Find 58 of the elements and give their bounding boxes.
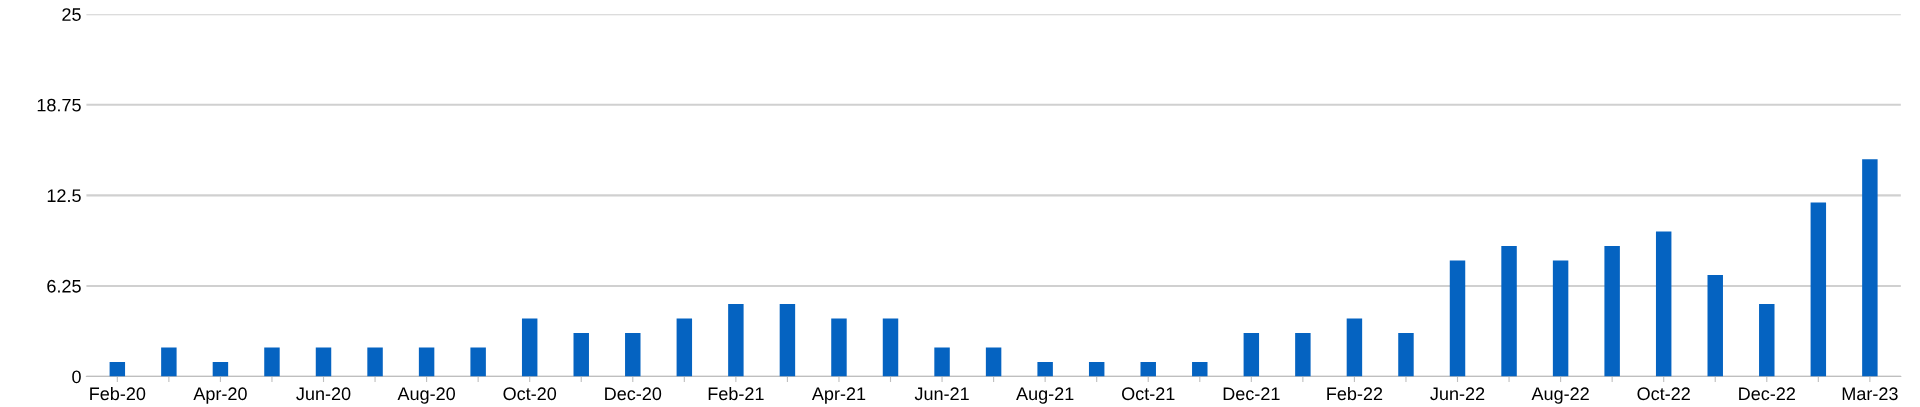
y-tick-label: 25: [62, 8, 81, 21]
bar: [934, 347, 950, 377]
bar: [779, 304, 796, 377]
bar: [1759, 304, 1775, 377]
bar: [264, 347, 280, 377]
x-tick-label: Jun-21: [914, 387, 969, 401]
x-tick-label: Aug-21: [1016, 387, 1074, 404]
bar: [1088, 361, 1105, 377]
bar: [1295, 333, 1311, 377]
bar: [1346, 318, 1363, 377]
y-tick-label: 12.5: [47, 189, 81, 203]
x-tick-label: Apr-20: [193, 387, 247, 404]
bar: [1398, 333, 1414, 377]
bar: [573, 333, 589, 377]
bar: [521, 318, 538, 377]
bar: [1037, 361, 1053, 377]
x-tick-label: Oct-22: [1637, 387, 1690, 401]
x-tick-label: Aug-22: [1531, 387, 1589, 404]
bar: [1501, 246, 1517, 377]
x-tick-label: Aug-20: [397, 387, 456, 404]
bar: [470, 347, 486, 377]
x-tick-label: Dec-22: [1739, 387, 1795, 401]
bar: [109, 361, 126, 377]
x-tick-label: Feb-22: [1327, 386, 1383, 401]
bar: [625, 333, 641, 377]
bar: [1655, 231, 1672, 377]
x-tick-label: Dec-21: [1223, 387, 1280, 401]
bar: [882, 318, 899, 377]
x-tick-label: Oct-20: [503, 387, 557, 401]
y-tick-label: 18.75: [37, 98, 81, 112]
x-tick-label: Mar-23: [1842, 387, 1898, 401]
bar: [985, 347, 1002, 377]
y-tick-label: 0: [72, 370, 81, 384]
bar: [161, 347, 177, 377]
x-tick-label: Apr-21: [811, 387, 866, 404]
bar: [1810, 202, 1827, 377]
bar: [1604, 246, 1620, 377]
bar: [1552, 260, 1569, 377]
bar: [418, 347, 435, 377]
bar: [1862, 159, 1878, 377]
x-tick-label: Dec-20: [605, 387, 662, 401]
x-tick-label: Oct-21: [1122, 387, 1175, 401]
bar: [315, 347, 332, 377]
bar: [831, 318, 847, 377]
x-tick-label: Jun-22: [1430, 387, 1485, 401]
bar: [1243, 333, 1260, 377]
bar: [676, 318, 693, 377]
x-tick-label: Feb-21: [708, 386, 764, 401]
y-tick-label: 6.25: [47, 279, 81, 293]
bar: [728, 304, 744, 377]
bar: [1140, 361, 1156, 377]
bar: [1192, 361, 1208, 377]
bar: [1707, 275, 1723, 377]
x-tick-label: Jun-20: [296, 387, 351, 401]
x-tick-label: Feb-20: [90, 386, 146, 401]
bar: [212, 361, 229, 377]
bar: [1449, 260, 1466, 377]
bar: [367, 347, 383, 377]
